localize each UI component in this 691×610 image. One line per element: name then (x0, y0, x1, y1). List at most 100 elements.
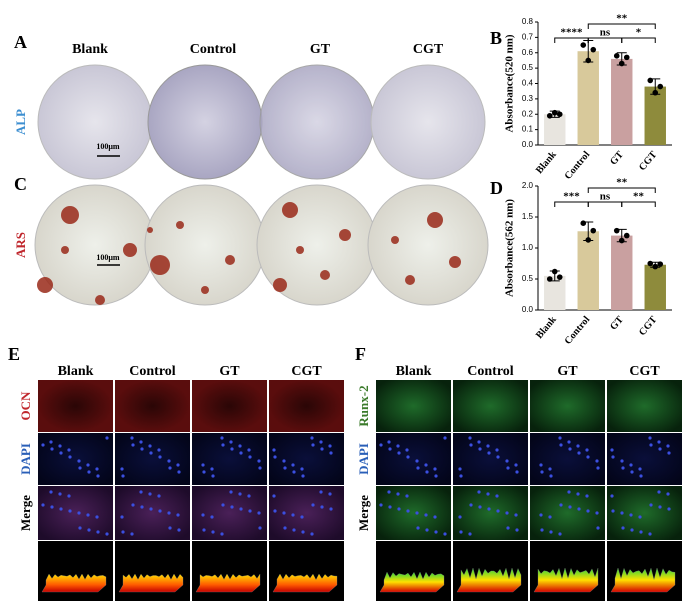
nucleus (577, 507, 581, 511)
nucleus (558, 532, 562, 536)
nucleus (301, 474, 305, 478)
significance-label: *** (563, 191, 580, 203)
nucleus (77, 511, 81, 515)
nucleus (487, 507, 491, 511)
micrograph (192, 380, 267, 432)
surface-plot (610, 567, 676, 593)
nucleus (649, 443, 653, 447)
x-tick-label: GT (608, 314, 626, 332)
column-header: Blank (396, 364, 432, 379)
nucleus (406, 509, 410, 513)
significance-label: ns (600, 191, 611, 203)
bar (544, 114, 566, 145)
micrograph (38, 433, 113, 485)
nucleus (549, 530, 553, 534)
micrograph (376, 433, 451, 485)
bar (611, 58, 633, 145)
nucleus (506, 526, 510, 530)
nucleus (130, 532, 134, 536)
surface-plot (195, 573, 261, 593)
data-point (613, 53, 620, 59)
nucleus (211, 474, 215, 478)
nucleus (177, 528, 181, 532)
nucleus (167, 511, 171, 515)
nucleus (86, 463, 90, 467)
nucleus (487, 451, 491, 455)
nucleus (611, 509, 615, 513)
nucleus (506, 466, 510, 470)
nucleus (495, 494, 499, 498)
nucleus (41, 503, 45, 507)
x-tick-label: GT (608, 149, 626, 167)
data-point (623, 54, 630, 61)
nucleus (596, 466, 600, 470)
nucleus (221, 503, 225, 507)
nucleus (458, 467, 462, 471)
nucleus (443, 532, 447, 536)
nucleus (397, 451, 401, 455)
row-label: ARS (13, 232, 28, 258)
nucleus (238, 444, 242, 448)
nucleus (68, 455, 72, 459)
nucleus (576, 444, 580, 448)
nucleus (272, 494, 276, 498)
column-header: CGT (629, 364, 660, 379)
nucleus (629, 463, 633, 467)
surface-plot (456, 567, 522, 593)
column-header: CGT (291, 364, 322, 379)
nucleus (139, 440, 143, 444)
nucleus (495, 448, 499, 452)
significance-bracket (621, 201, 656, 207)
nucleus (486, 444, 490, 448)
x-tick-label: CGT (637, 314, 660, 338)
nucleus (568, 447, 572, 451)
nucleus (548, 467, 552, 471)
data-point (652, 263, 659, 270)
nucleus (50, 447, 54, 451)
surface-plot (272, 573, 338, 593)
nucleus (496, 455, 500, 459)
surface-plot (533, 567, 599, 593)
nucleus (486, 492, 490, 496)
nucleus (666, 444, 670, 448)
micrograph (115, 380, 190, 432)
y-tick-label: 0.0 (522, 305, 534, 314)
nucleus (433, 515, 437, 519)
y-tick-label: 0.3 (522, 94, 534, 103)
nucleus (459, 530, 463, 534)
nucleus (320, 447, 324, 451)
row-label: Runx-2 (356, 385, 371, 426)
nucleus (258, 466, 262, 470)
x-tick-label: Control (563, 149, 593, 182)
significance-label: **** (561, 27, 584, 39)
bar (544, 275, 566, 310)
nucleus (149, 451, 153, 455)
nucleus (667, 451, 671, 455)
nucleus (220, 532, 224, 536)
nucleus (167, 459, 171, 463)
nucleus (416, 526, 420, 530)
y-tick-label: 0.4 (522, 79, 534, 88)
nucleus (630, 528, 634, 532)
nucleus (568, 505, 572, 509)
x-tick-label: Blank (534, 149, 559, 176)
nucleus (657, 490, 661, 494)
nucleus (291, 463, 295, 467)
nucleus (131, 503, 135, 507)
nucleus (329, 451, 333, 455)
data-point (556, 274, 563, 280)
nucleus (238, 492, 242, 496)
nucleus (140, 447, 144, 451)
nucleus (405, 494, 409, 498)
nucleus (540, 528, 544, 532)
nucleus (396, 492, 400, 496)
y-tick-label: 0.8 (522, 17, 534, 26)
nucleus (629, 513, 633, 517)
panel-label: D (490, 178, 503, 198)
nucleus (595, 459, 599, 463)
bar (644, 86, 666, 145)
micrograph (269, 380, 344, 432)
row-label: ALP (13, 109, 28, 135)
nucleus (539, 463, 543, 467)
panel-label: B (490, 28, 502, 48)
